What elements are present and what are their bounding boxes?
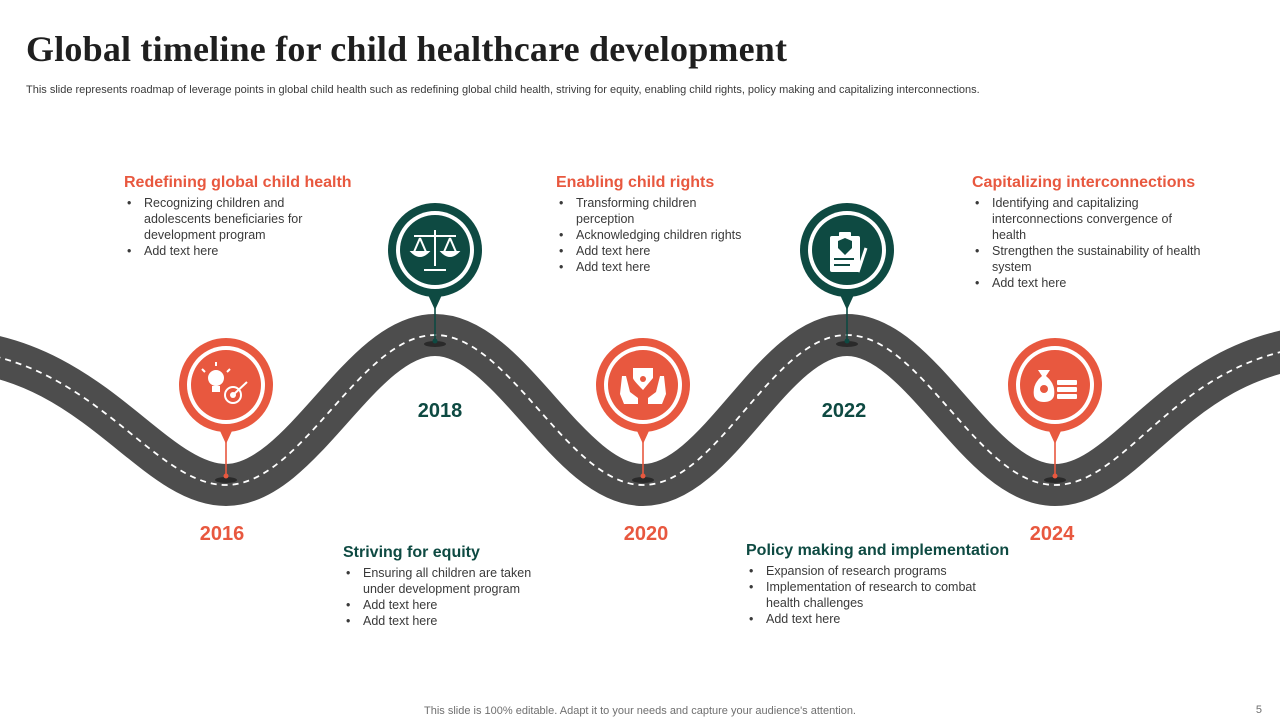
milestone-bullets: Transforming children perception Acknowl… [556, 195, 766, 275]
marker-2024 [1008, 338, 1102, 483]
milestone-heading: Policy making and implementation [746, 542, 1010, 559]
milestone-block-2020: Enabling child rights Transforming child… [556, 174, 766, 275]
marker-2022 [800, 203, 894, 347]
year-label-2018: 2018 [417, 400, 463, 422]
milestone-bullets: Identifying and capitalizing interconnec… [972, 195, 1222, 291]
marker-dot [844, 338, 850, 344]
bullet-item: Add text here [343, 613, 553, 629]
year-label-2016: 2016 [199, 523, 245, 545]
bullet-item: Strengthen the sustainability of health … [972, 243, 1222, 275]
milestone-block-2022: Policy making and implementation Expansi… [746, 542, 1010, 627]
milestone-heading: Redefining global child health [124, 174, 352, 191]
marker-shadow [632, 477, 654, 483]
bullet-item: Recognizing children and adolescents ben… [124, 195, 334, 243]
marker-dot [1052, 473, 1058, 479]
balance-scale-icon [409, 230, 461, 271]
marker-dot [432, 338, 438, 344]
marker-2018 [388, 203, 482, 347]
bullet-item: Add text here [746, 611, 996, 627]
marker-shadow [836, 341, 858, 347]
milestone-bullets: Expansion of research programs Implement… [746, 563, 996, 627]
year-label-2024: 2024 [1029, 523, 1075, 545]
caring-hands-icon [620, 368, 666, 404]
bullet-item: Add text here [972, 275, 1222, 291]
slide-title: Global timeline for child healthcare dev… [26, 29, 788, 69]
milestone-bullets: Ensuring all children are taken under de… [343, 565, 553, 629]
milestone-block-2016: Redefining global child health Recognizi… [124, 174, 352, 259]
page-number: 5 [1255, 704, 1262, 716]
bullet-item: Acknowledging children rights [556, 227, 766, 243]
marker-shadow [424, 341, 446, 347]
bullet-item: Add text here [556, 259, 766, 275]
bullet-item: Implementation of research to combat hea… [746, 579, 996, 611]
bullet-item: Transforming children perception [556, 195, 716, 227]
road-center-line [0, 334, 1280, 486]
marker-dot [640, 473, 646, 479]
year-label-2020: 2020 [623, 523, 669, 545]
marker-dot [223, 473, 229, 479]
milestone-block-2018: Striving for equity Ensuring all childre… [343, 544, 553, 629]
money-bag-icon [1033, 370, 1077, 402]
milestone-bullets: Recognizing children and adolescents ben… [124, 195, 334, 259]
marker-2016 [179, 338, 273, 483]
year-label-2022: 2022 [821, 400, 867, 422]
marker-2020 [596, 338, 690, 483]
bullet-item: Ensuring all children are taken under de… [343, 565, 553, 597]
milestone-heading: Capitalizing interconnections [972, 174, 1196, 191]
bullet-item: Add text here [556, 243, 766, 259]
marker-pin-core [1020, 350, 1090, 420]
bullet-item: Expansion of research programs [746, 563, 996, 579]
marker-shadow [215, 477, 237, 483]
milestone-block-2024: Capitalizing interconnections Identifyin… [972, 174, 1222, 291]
slide-subtitle: This slide represents roadmap of leverag… [26, 84, 980, 96]
road [0, 313, 1280, 507]
slide-footer: This slide is 100% editable. Adapt it to… [424, 705, 856, 717]
marker-shadow [1044, 477, 1066, 483]
lightbulb-target-icon [201, 362, 248, 404]
milestone-heading: Striving for equity [343, 544, 480, 561]
clipboard-shield-icon [830, 232, 868, 273]
bullet-item: Add text here [343, 597, 553, 613]
milestone-heading: Enabling child rights [556, 174, 715, 191]
marker-pin-core [191, 350, 261, 420]
bullet-item: Identifying and capitalizing interconnec… [972, 195, 1197, 243]
bullet-item: Add text here [124, 243, 334, 259]
